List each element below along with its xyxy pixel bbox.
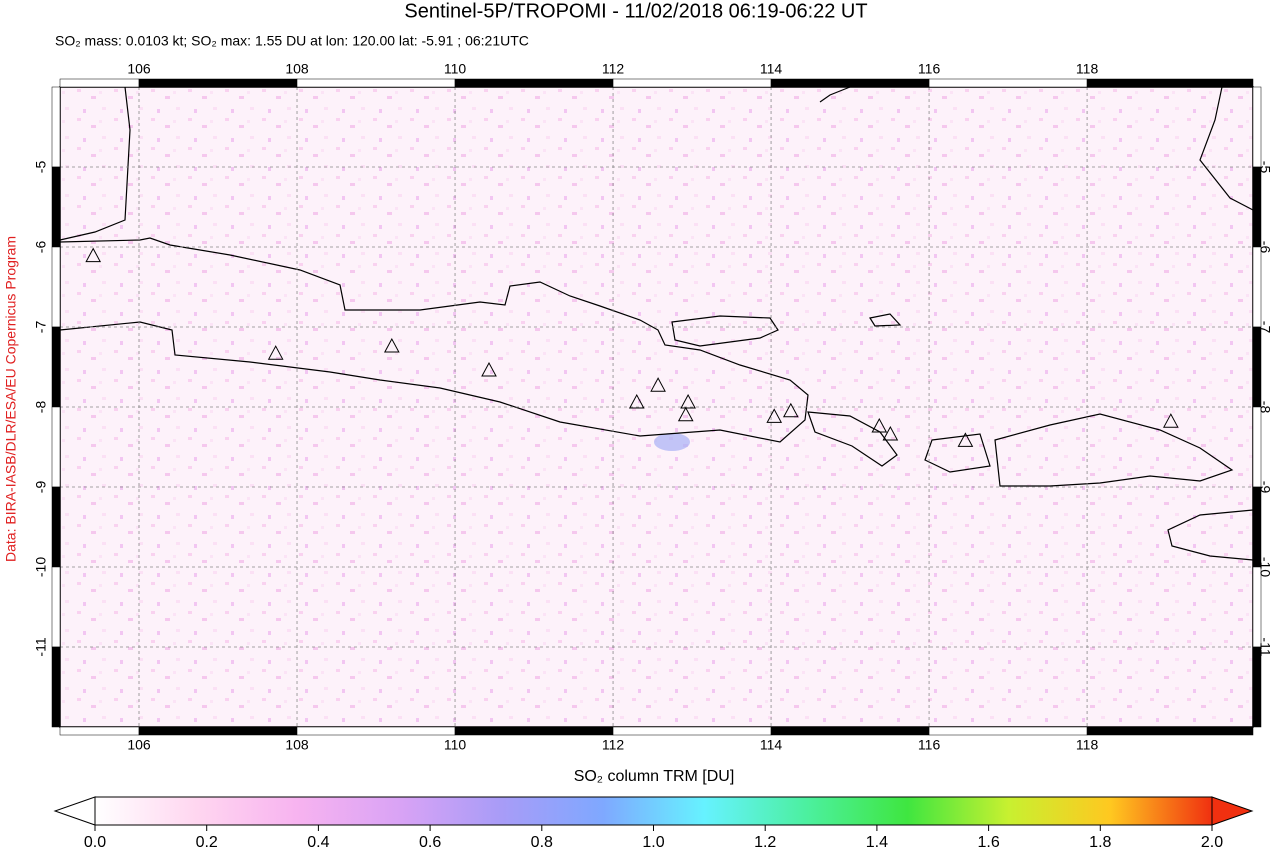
colorbar-tick-label: 1.4	[866, 834, 888, 851]
coastlines	[59, 86, 1254, 561]
volcano	[628, 393, 645, 409]
volcano	[677, 406, 694, 422]
frame-strip	[1252, 646, 1262, 728]
frame-strip	[1086, 78, 1254, 88]
grid	[60, 87, 1253, 727]
x-tick-label: 110	[444, 61, 467, 77]
frame-strip	[612, 78, 772, 88]
colorbar-tick-label: 0.8	[531, 834, 553, 851]
frame-strip	[51, 486, 61, 568]
y-tick-label: -9	[33, 481, 49, 494]
volcano	[267, 345, 284, 360]
x-tick-label: 118	[1076, 61, 1099, 77]
y-tick-label: -11	[1257, 637, 1272, 656]
frame-strip	[612, 726, 772, 736]
frame-strip	[51, 326, 61, 408]
volcano	[383, 337, 400, 353]
frame-strip	[454, 78, 614, 88]
x-tick-label: 118	[1076, 737, 1099, 753]
frame-strip	[928, 726, 1088, 736]
chart-title: Sentinel-5P/TROPOMI - 11/02/2018 06:19-0…	[404, 0, 867, 22]
x-tick-label: 108	[285, 61, 309, 77]
so2-plume	[654, 433, 690, 451]
colorbar-tick-label: 1.2	[754, 834, 776, 851]
y-tick-label: -11	[33, 637, 49, 656]
volcano	[1162, 413, 1179, 428]
colorbar-tick-label: 0.4	[307, 834, 329, 851]
frame-strip	[1252, 166, 1262, 248]
y-tick-label: -8	[33, 401, 49, 414]
frame-strip	[928, 78, 1088, 88]
frame-strip	[59, 78, 140, 88]
colorbar-tick-label: 0.6	[419, 834, 441, 851]
y-tick-label: -10	[33, 557, 49, 577]
colorbar-high-arrow	[1211, 796, 1254, 826]
colorbar	[94, 796, 1213, 826]
x-tick-label: 114	[760, 61, 783, 77]
frame-strip	[1252, 246, 1262, 328]
frame-strip	[1252, 326, 1262, 408]
colorbar-low-arrow	[53, 796, 96, 826]
frame-strip	[51, 406, 61, 488]
colorbar-tick-label: 1.6	[977, 834, 999, 851]
volcano	[481, 361, 497, 377]
volcano	[882, 425, 899, 441]
volcano	[766, 408, 783, 423]
colorbar-tick-label: 0.2	[196, 834, 218, 851]
frame-strip	[51, 646, 61, 728]
frame-strip	[1252, 486, 1262, 568]
y-tick-label: -7	[1257, 321, 1272, 334]
x-tick-label: 114	[760, 737, 783, 753]
volcano	[680, 393, 696, 409]
colorbar-label: SO₂ column TRM [DU]	[574, 768, 735, 785]
frame-strip	[51, 166, 61, 248]
volcano	[650, 377, 666, 392]
y-tick-label: -9	[1257, 481, 1272, 494]
x-tick-label: 116	[918, 737, 941, 753]
frame-strip	[296, 726, 456, 736]
frame-strip	[51, 86, 61, 168]
chart-subtitle: SO₂ mass: 0.0103 kt; SO₂ max: 1.55 DU at…	[55, 33, 529, 49]
y-tick-label: -6	[1257, 241, 1272, 254]
volcano	[85, 247, 102, 263]
volcano	[782, 402, 799, 418]
x-tick-label: 110	[444, 737, 467, 753]
frame-strip	[138, 726, 298, 736]
frame-strip	[1252, 566, 1262, 648]
frame-strip	[138, 78, 298, 88]
y-tick-label: -5	[33, 161, 49, 174]
frame-strip	[1086, 726, 1254, 736]
x-tick-label: 116	[918, 61, 941, 77]
frame-strip	[51, 566, 61, 648]
x-tick-label: 106	[127, 61, 151, 77]
source-label: Data: BIRA-IASB/DLR/ESA/EU Copernicus Pr…	[3, 236, 19, 562]
frame-strip	[1252, 406, 1262, 488]
frame-strip	[51, 246, 61, 328]
frame-strip	[770, 78, 930, 88]
y-tick-label: -10	[1257, 557, 1272, 577]
x-tick-label: 106	[127, 737, 151, 753]
colorbar-tick-label: 2.0	[1201, 834, 1223, 851]
x-tick-label: 108	[285, 737, 309, 753]
x-tick-label: 112	[602, 61, 625, 77]
frame-strip	[770, 726, 930, 736]
frame-strip	[454, 726, 614, 736]
volcano	[871, 417, 888, 433]
volcano	[957, 432, 974, 447]
frame-strip	[59, 726, 140, 736]
x-tick-label: 112	[602, 737, 625, 753]
y-tick-label: -8	[1257, 401, 1272, 414]
y-tick-label: -7	[33, 321, 49, 334]
y-tick-label: -5	[1257, 161, 1272, 174]
colorbar-tick-label: 1.0	[642, 834, 664, 851]
colorbar-tick-label: 0.0	[84, 834, 106, 851]
colorbar-tick-label: 1.8	[1089, 834, 1111, 851]
frame-strip	[296, 78, 456, 88]
y-tick-label: -6	[33, 241, 49, 254]
frame-strip	[1252, 86, 1262, 168]
